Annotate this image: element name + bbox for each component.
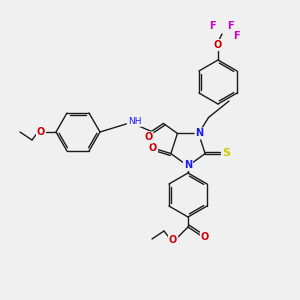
Text: F: F [209,21,215,31]
Text: O: O [37,127,45,137]
Text: O: O [214,40,222,50]
Text: O: O [149,142,157,153]
Text: O: O [201,232,209,242]
Text: F: F [233,31,239,41]
Text: F: F [227,21,233,31]
Text: O: O [169,235,177,245]
Text: N: N [184,160,192,170]
Text: NH: NH [128,117,141,126]
Text: S: S [222,148,230,158]
Text: O: O [144,132,152,142]
Text: N: N [196,128,204,138]
